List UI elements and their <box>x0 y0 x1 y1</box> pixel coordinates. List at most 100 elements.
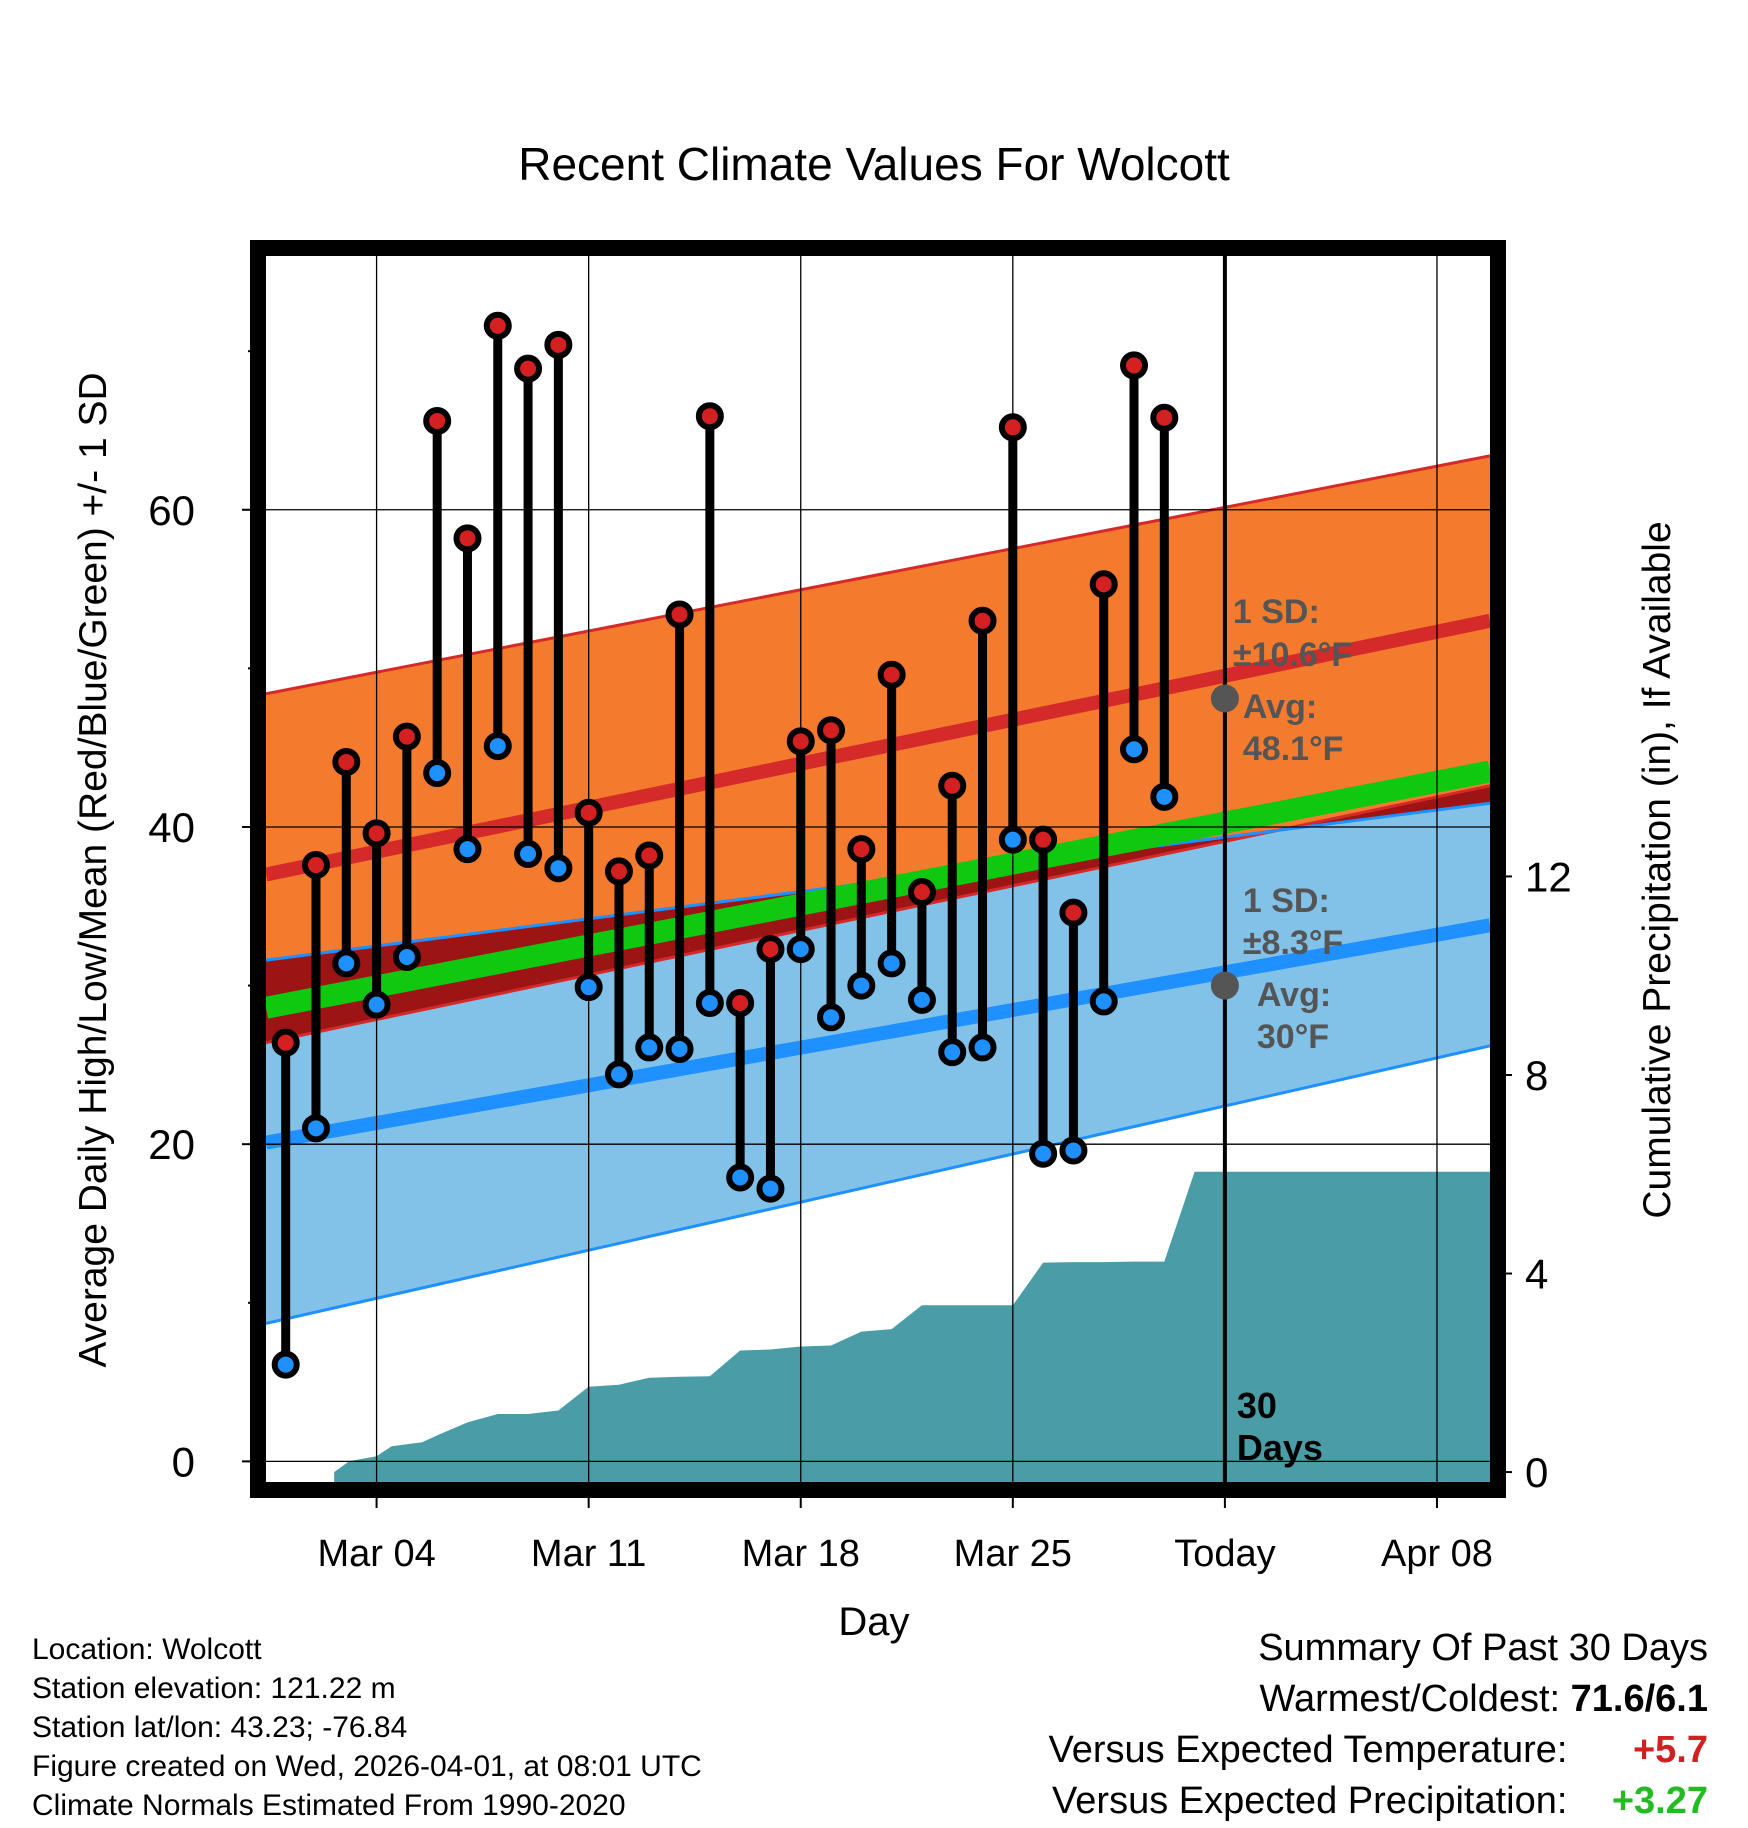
high-point <box>332 747 361 776</box>
high-point <box>665 600 694 629</box>
high-sd-band-upper <box>266 455 1490 961</box>
plot-frame <box>250 240 1506 1498</box>
low-point <box>726 1163 755 1192</box>
precip-label: Versus Expected Precipitation: <box>1052 1780 1568 1822</box>
low-point <box>1089 987 1118 1016</box>
high-point <box>1059 898 1088 927</box>
low-normal-line <box>266 918 1490 1150</box>
x-tick-label: Mar 04 <box>317 1533 435 1575</box>
high-point <box>968 606 997 635</box>
low-point <box>756 1174 785 1203</box>
high-sd-value: ±10.6°F <box>1233 636 1352 674</box>
temp-label: Versus Expected Temperature: <box>1048 1729 1568 1771</box>
high-point <box>907 877 936 906</box>
x-tick-label: Today <box>1174 1533 1275 1575</box>
low-point <box>877 949 906 978</box>
summary-precipitation: Versus Expected Precipitation: +3.27 <box>908 1776 1708 1827</box>
high-avg-marker <box>1210 684 1239 713</box>
elevation-text: Station elevation: 121.22 m <box>32 1672 396 1705</box>
low-point <box>271 1350 300 1379</box>
y-tick-label: 20 <box>148 1121 195 1168</box>
low-point <box>968 1033 997 1062</box>
low-point <box>817 1003 846 1032</box>
high-point <box>756 935 785 964</box>
temp-value: +5.7 <box>1632 1729 1708 1771</box>
low-point <box>786 935 815 964</box>
created-text: Figure created on Wed, 2026-04-01, at 08… <box>32 1750 702 1783</box>
high-point <box>1150 403 1179 432</box>
low-point <box>544 854 573 883</box>
x-axis: Mar 04 Mar 11 Mar 18 Mar 25 Today Apr 08 <box>317 1494 1493 1575</box>
high-point <box>301 851 330 880</box>
location-text: Location: Wolcott <box>32 1633 262 1666</box>
low-point <box>362 990 391 1019</box>
latlon-text: Station lat/lon: 43.23; -76.84 <box>32 1711 408 1744</box>
y-right-tick-label: 12 <box>1525 853 1572 900</box>
high-point <box>604 857 633 886</box>
low-avg-marker <box>1210 971 1239 1000</box>
high-point <box>423 406 452 435</box>
high-point <box>786 727 815 756</box>
low-avg-value: 30°F <box>1257 1018 1329 1056</box>
low-point <box>1059 1136 1088 1165</box>
high-point <box>574 798 603 827</box>
window-label-line1: 30 <box>1237 1385 1277 1426</box>
low-point <box>635 1033 664 1062</box>
low-point <box>604 1060 633 1089</box>
low-point <box>695 989 724 1018</box>
window-label-line2: Days <box>1237 1427 1323 1468</box>
y-axis-left: 0 20 40 60 <box>148 350 258 1485</box>
y-axis-label: Average Daily High/Low/Mean (Red/Blue/Gr… <box>72 372 115 1367</box>
low-point <box>1150 782 1179 811</box>
high-point <box>1029 825 1058 854</box>
high-point <box>998 413 1027 442</box>
y-tick-label: 60 <box>148 487 195 534</box>
x-tick-label: Mar 11 <box>531 1533 646 1575</box>
high-point <box>695 402 724 431</box>
warm-cold-label: Warmest/Coldest: <box>1259 1678 1561 1720</box>
high-point <box>544 330 573 359</box>
low-point <box>907 985 936 1014</box>
low-point <box>453 835 482 864</box>
low-point <box>423 759 452 788</box>
low-avg-label: Avg: <box>1257 976 1331 1014</box>
x-tick-label: Mar 18 <box>742 1533 860 1575</box>
y-axis-right: 0 4 8 12 <box>1498 853 1572 1496</box>
warm-cold-value: 71.6/6.1 <box>1570 1678 1708 1720</box>
low-point <box>665 1035 694 1064</box>
summary-warm-cold: Warmest/Coldest: 71.6/6.1 <box>908 1674 1708 1725</box>
precip-area <box>334 1171 1490 1482</box>
high-point <box>817 716 846 745</box>
x-tick-label: Mar 25 <box>954 1533 1072 1575</box>
high-point <box>726 989 755 1018</box>
low-point <box>392 943 421 972</box>
station-info: Location: Wolcott Station elevation: 121… <box>32 1630 702 1825</box>
high-point <box>453 524 482 553</box>
high-point <box>362 819 391 848</box>
high-point <box>938 771 967 800</box>
high-point <box>635 841 664 870</box>
low-sd-value: ±8.3°F <box>1243 924 1343 962</box>
y-tick-label: 0 <box>172 1438 195 1485</box>
summary-title: Summary Of Past 30 Days <box>1258 1627 1708 1669</box>
high-point <box>271 1028 300 1057</box>
high-point <box>392 722 421 751</box>
normals-bands <box>266 454 1490 1325</box>
high-point <box>1120 351 1149 380</box>
y-tick-label: 40 <box>148 804 195 851</box>
low-point <box>847 971 876 1000</box>
high-point <box>483 311 512 340</box>
x-tick-label: Apr 08 <box>1381 1533 1493 1575</box>
normals-annotations: 1 SD: ±10.6°F Avg: 48.1°F 1 SD: ±8.3°F Avg: 30°… <box>1210 593 1352 1056</box>
low-point <box>938 1038 967 1067</box>
y-right-tick-label: 0 <box>1525 1449 1548 1496</box>
summary-panel: Summary Of Past 30 Days Warmest/Coldest:… <box>908 1622 1708 1827</box>
low-point <box>998 825 1027 854</box>
y-right-tick-label: 4 <box>1525 1251 1548 1298</box>
high-point <box>1089 570 1118 599</box>
high-sd-label: 1 SD: <box>1233 593 1320 631</box>
x-axis-label: Day <box>838 1600 909 1644</box>
high-avg-label: Avg: <box>1243 688 1317 726</box>
